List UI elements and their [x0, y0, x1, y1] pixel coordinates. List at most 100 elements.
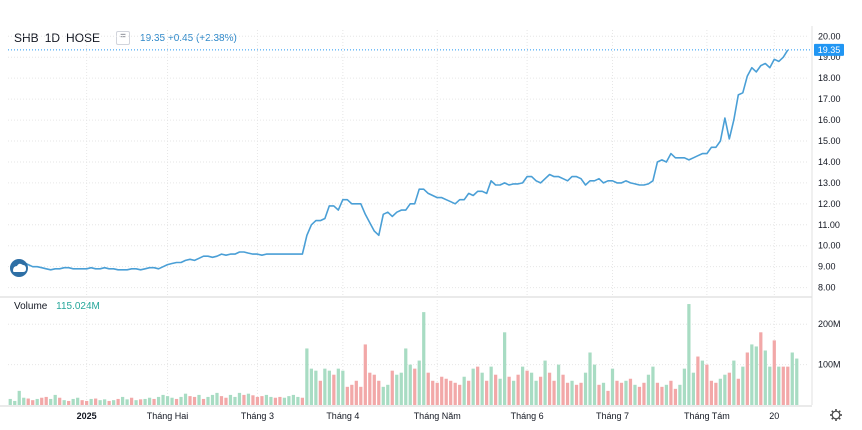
volume-bar [381, 386, 385, 405]
volume-bar [529, 372, 534, 405]
volume-bar [152, 398, 156, 405]
volume-bar [134, 400, 138, 405]
volume-bar [624, 380, 628, 405]
time-axis-tick: 2025 [77, 411, 97, 421]
volume-bar [700, 360, 704, 405]
volume-bar [615, 380, 619, 405]
volume-label: Volume [14, 301, 48, 312]
volume-bar [363, 344, 367, 405]
volume-bar [516, 374, 520, 405]
settings-gear-icon [830, 409, 842, 421]
volume-bar [112, 400, 116, 405]
volume-bar [444, 378, 448, 405]
volume-bar [651, 366, 655, 405]
volume-bar [750, 344, 754, 405]
volume-bar [58, 397, 62, 405]
volume-bar [269, 396, 273, 405]
volume-bar [305, 348, 309, 405]
volume-bar [282, 397, 287, 405]
volume-bar [520, 366, 525, 405]
volume-bar [287, 396, 291, 405]
volume-bar [606, 390, 610, 405]
volume-bar [314, 370, 318, 405]
volume-bar [534, 380, 538, 405]
volume-bar [323, 368, 327, 405]
volume-bar [790, 352, 794, 405]
volume-bar [574, 384, 579, 405]
interval-label[interactable]: 1D [44, 31, 61, 45]
volume-bar [125, 399, 129, 405]
volume-bar [147, 397, 152, 405]
price-axis-tick: 16.00 [818, 115, 841, 125]
volume-bar [538, 376, 543, 405]
chart-header: SHB 1D HOSE = 19.35 +0.45 (+2.38%) [14, 31, 237, 45]
volume-bar [597, 384, 601, 405]
volume-bar [718, 378, 722, 405]
volume-bar [637, 386, 642, 405]
volume-bar [215, 392, 219, 405]
price-axis-tick: 12.00 [818, 199, 841, 209]
volume-bar [705, 364, 709, 405]
axes: 8.00 9.00 10.00 11.00 12.00 13.00 14.00 15.00 16… [77, 31, 841, 421]
volume-bar [691, 372, 696, 405]
volume-bar [309, 368, 313, 405]
volume-bar [426, 372, 430, 405]
volume-bar [345, 386, 349, 405]
exchange-label: HOSE [66, 31, 101, 45]
price-axis-tick: 18.00 [818, 73, 841, 83]
volume-bar [772, 340, 776, 405]
volume-bar [143, 398, 147, 405]
volume-bar [44, 396, 48, 405]
time-axis-tick: 20 [769, 411, 779, 421]
volume-bar [116, 398, 120, 405]
volume-bar [732, 360, 736, 405]
volume-bar [440, 376, 444, 405]
volume-bar [386, 384, 390, 405]
volume-bar [174, 398, 179, 405]
volume-bar [120, 396, 125, 405]
volume-axis-tick: 100M [818, 360, 841, 370]
volume-bar [255, 396, 260, 405]
volume-bar [422, 312, 426, 405]
volume-bar [40, 397, 44, 405]
volume-bar [17, 390, 21, 405]
volume-bar [138, 399, 143, 405]
volume-bar [26, 398, 30, 405]
volume-bar [759, 332, 763, 405]
volume-bar [300, 397, 304, 405]
volume-bar [251, 395, 255, 405]
volume-bar [485, 380, 489, 405]
volume-bar [233, 396, 237, 405]
price-axis-tick: 11.00 [818, 220, 840, 230]
grid-lines [0, 26, 813, 407]
volume-bar [458, 384, 462, 405]
volume-bar [291, 394, 296, 405]
volume-bar [197, 394, 201, 405]
volume-bar [350, 384, 354, 405]
volume-bar [354, 380, 358, 405]
volume-bar [165, 396, 170, 405]
price-change-pct: (+2.38%) [195, 32, 237, 44]
volume-bar [592, 364, 597, 405]
volume-bar [727, 372, 731, 405]
volume-legend: Volume 115.024M [14, 301, 100, 312]
volume-bar [296, 396, 300, 405]
volume-bar [435, 382, 439, 405]
volume-bar [31, 400, 35, 405]
volume-bar [85, 400, 89, 405]
volume-bar [745, 352, 749, 405]
last-price-tag-label: 19.35 [818, 45, 841, 55]
volume-bar [372, 374, 376, 405]
collapse-legend-icon[interactable]: = [116, 31, 131, 45]
volume-bar [332, 374, 336, 405]
volume-bar [687, 304, 691, 405]
volume-bar [201, 398, 206, 405]
volume-bar [237, 392, 242, 405]
volume-bar [228, 394, 233, 405]
time-axis-tick: Tháng 3 [241, 411, 274, 421]
volume-bar [601, 382, 606, 405]
volume-bar [161, 394, 165, 405]
volume-bar [480, 372, 484, 405]
